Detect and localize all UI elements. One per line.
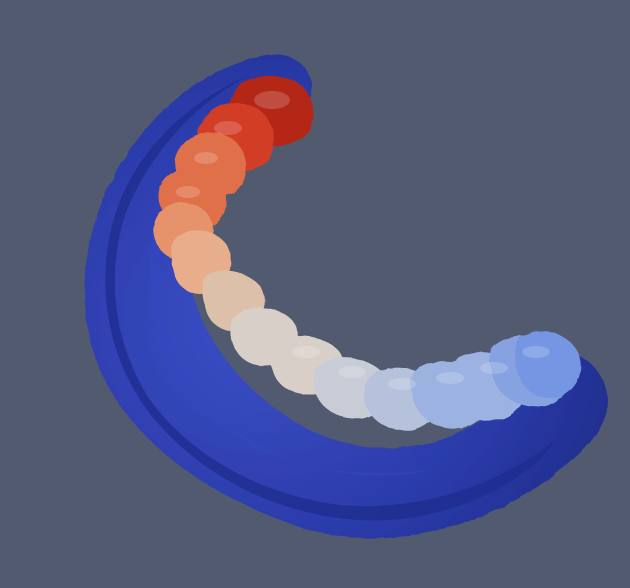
teeth-highlights [176,91,550,390]
tooth-15[interactable] [514,331,581,398]
teeth-row [153,76,581,431]
gum-inner-ridge [105,75,556,521]
